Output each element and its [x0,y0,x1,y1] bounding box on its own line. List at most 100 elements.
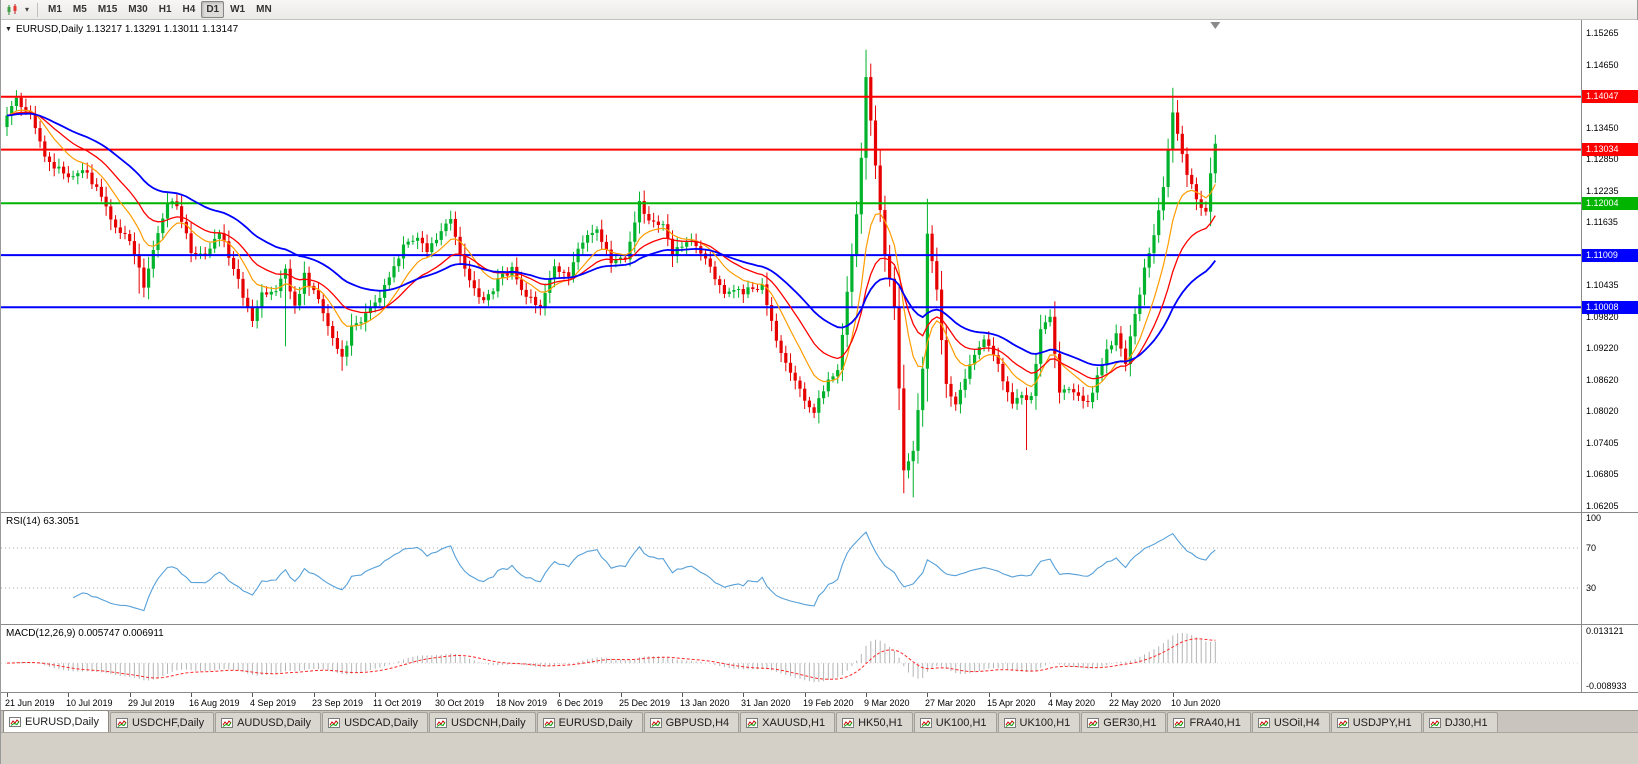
tab-label: EURUSD,Daily [25,715,99,728]
chart-tab-6-GBPUSD-H4[interactable]: GBPUSD,H4 [643,712,740,732]
timeframe-button-M30[interactable]: M30 [128,4,148,15]
timeframe-button-M5[interactable]: M5 [72,4,87,15]
date-label: 19 Feb 2020 [803,698,854,708]
tab-label: FRA40,H1 [1189,716,1241,729]
timeframe-button-D1[interactable]: D1 [201,1,225,18]
date-label: 9 Mar 2020 [864,698,910,708]
tab-chart-icon [649,717,662,728]
toolbar: ▾ M1 M5 M15 M30 H1 H4 D1 W1 MN [1,0,1637,20]
time-axis-tick [314,693,315,697]
chart-menu-caret-icon[interactable]: ▾ [24,5,29,14]
date-label: 4 Sep 2019 [250,698,297,708]
time-axis-tick [1050,693,1051,697]
chart-tab-8-HK50-H1[interactable]: HK50,H1 [836,712,913,732]
tab-chart-icon [1003,717,1016,728]
rsi-label: RSI(14) 63.3051 [6,516,80,527]
tab-chart-icon [746,717,759,728]
tab-label: EURUSD,Daily [558,716,633,729]
tab-chart-icon [1087,717,1100,728]
date-label: 29 Jul 2019 [128,698,175,708]
timeframe-button-H4[interactable]: H4 [182,4,196,15]
tab-chart-icon [221,717,234,728]
chart-tab-12-FRA40-H1[interactable]: FRA40,H1 [1167,712,1251,732]
tab-chart-icon [1336,717,1349,728]
tab-label: USDCHF,Daily [131,716,205,729]
macd-axis-label: 0.013121 [1586,626,1624,636]
price-axis-label: 1.06205 [1586,501,1619,511]
chart-tab-0-EURUSD-Daily[interactable]: EURUSD,Daily [3,710,109,732]
tab-label: USDCAD,Daily [344,716,419,729]
chart-type-icon[interactable] [4,2,22,18]
moving-average-line-40 [6,112,1217,367]
date-label: 27 Mar 2020 [925,698,976,708]
chart-tab-9-UK100-H1[interactable]: UK100,H1 [913,712,997,732]
price-axis-label: 1.13450 [1586,123,1619,133]
chart-tab-11-GER30-H1[interactable]: GER30,H1 [1081,712,1167,732]
rsi-axis[interactable]: 100 70 30 [1581,513,1638,624]
chart-tab-bar: EURUSD,Daily USDCHF,Daily AUDUSD,Daily USDC… [1,710,1638,732]
chart-tab-15-DJ30-H1[interactable]: DJ30,H1 [1422,712,1498,732]
time-axis-tick [68,693,69,697]
date-label: 11 Oct 2019 [373,698,422,708]
macd-label: MACD(12,26,9) 0.005747 0.006911 [6,628,164,639]
tab-label: USOil,H4 [1273,716,1320,729]
rsi-axis-label: 30 [1586,583,1597,593]
price-axis[interactable]: 1.15265 1.14650 1.13450 1.12850 1.12235 1.116… [1581,20,1638,512]
timeframe-button-H1[interactable]: H1 [158,4,172,15]
chart-shift-marker[interactable] [1210,22,1221,29]
timeframe-button-M15[interactable]: M15 [97,4,118,15]
date-label: 30 Oct 2019 [435,698,485,708]
main-chart-canvas[interactable] [1,20,1581,511]
time-axis-tick [1111,693,1112,697]
date-label: 10 Jun 2020 [1171,698,1221,708]
moving-average-line-20 [6,111,1216,380]
tab-label: GER30,H1 [1103,716,1157,729]
macd-axis[interactable]: 0.013121 -0.008933 [1581,625,1638,692]
tab-chart-icon [1428,717,1441,728]
time-axis-tick [7,693,8,697]
price-axis-label: 1.10435 [1586,280,1619,290]
date-label: 16 Aug 2019 [189,698,240,708]
tab-label: DJ30,H1 [1444,716,1488,729]
price-level-badge: 1.12004 [1582,197,1638,210]
price-axis-label: 1.12850 [1586,154,1619,164]
date-label: 21 Jun 2019 [5,698,55,708]
time-axis-tick [1173,693,1174,697]
rsi-canvas[interactable] [1,513,1581,624]
time-axis-tick [927,693,928,697]
time-axis[interactable]: 21 Jun 2019 10 Jul 2019 29 Jul 2019 16 Aug … [1,692,1638,710]
chart-title-arrow-icon[interactable]: ▼ [5,25,12,33]
chart-tab-2-AUDUSD-Daily[interactable]: AUDUSD,Daily [215,712,322,732]
date-label: 23 Sep 2019 [312,698,364,708]
tab-chart-icon [1257,717,1270,728]
tab-label: GBPUSD,H4 [665,716,730,729]
macd-canvas[interactable] [1,625,1581,692]
tab-label: HK50,H1 [858,716,903,729]
chart-tab-10-UK100-H1[interactable]: UK100,H1 [997,712,1081,732]
tab-label: USDJPY,H1 [1352,716,1412,729]
chart-tab-5-EURUSD-Daily[interactable]: EURUSD,Daily [536,712,643,732]
date-label: 31 Jan 2020 [741,698,791,708]
timeframe-button-M1[interactable]: M1 [48,4,62,15]
time-axis-tick [375,693,376,697]
tab-label: UK100,H1 [1019,716,1071,729]
date-label: 18 Nov 2019 [496,698,548,708]
chart-tab-3-USDCAD-Daily[interactable]: USDCAD,Daily [322,712,429,732]
date-label: 25 Dec 2019 [619,698,671,708]
candles [5,49,1217,498]
chart-tab-7-XAUUSD-H1[interactable]: XAUUSD,H1 [740,712,836,732]
timeframe-button-MN[interactable]: MN [256,4,272,15]
chart-tab-1-USDCHF-Daily[interactable]: USDCHF,Daily [109,712,215,732]
timeframe-button-W1[interactable]: W1 [230,4,246,15]
time-axis-tick [130,693,131,697]
chart-tab-14-USDJPY-H1[interactable]: USDJPY,H1 [1330,712,1422,732]
time-axis-tick [191,693,192,697]
price-axis-label: 1.11635 [1586,217,1618,227]
chart-tab-4-USDCNH-Daily[interactable]: USDCNH,Daily [429,712,536,732]
date-label: 10 Jul 2019 [66,698,113,708]
timeframe-buttons: M1 M5 M15 M30 H1 H4 D1 W1 MN [43,1,277,18]
time-axis-tick [805,693,806,697]
price-axis-label: 1.08020 [1586,406,1619,416]
chart-tab-13-USOil-H4[interactable]: USOil,H4 [1251,712,1330,732]
